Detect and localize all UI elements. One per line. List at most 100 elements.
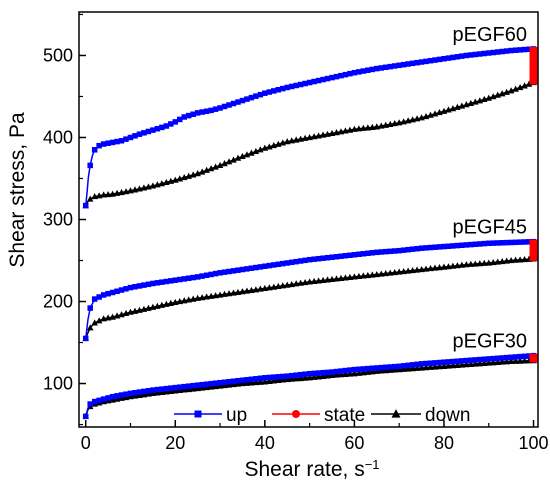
up-point [262,263,268,269]
up-point [427,244,434,251]
up-point [141,130,147,136]
state-point [529,52,538,57]
down-point [194,384,201,392]
up-point [190,111,196,117]
up-point [208,271,214,278]
up-point [472,357,479,363]
up-point [342,367,349,374]
state-point [529,256,538,261]
down-point [91,319,98,326]
state-point [529,242,538,247]
up-point [450,358,456,365]
down-point [404,267,412,274]
state-point [529,356,538,361]
state-point [529,72,538,77]
up-point [168,385,174,391]
up-point [203,381,210,387]
up-point [136,389,143,395]
down-point [266,377,273,385]
up-point [351,366,358,373]
up-point [82,202,89,209]
up-point [517,239,523,245]
up-point [521,353,528,360]
up-point [526,239,532,245]
down-point [176,386,184,394]
down-point [319,276,327,283]
up-point [521,46,528,53]
down-point [409,365,416,372]
sample-pEGF30 [82,352,538,420]
down-point [252,147,260,155]
up-point [481,356,488,363]
down-point [86,324,94,331]
down-point [418,266,425,273]
up-point [257,91,264,98]
up-point [494,240,501,246]
tick-labels: 0 20 40 60 80 100 100 200 300 400 500 [43,45,549,453]
up-point [280,373,286,380]
up-point [342,71,349,78]
down-point [198,384,206,391]
up-point [145,128,152,135]
down-point [216,291,224,298]
up-point [91,147,98,153]
up-point [172,384,179,391]
down-point [306,374,313,381]
up-point [123,286,129,292]
up-point [271,88,277,94]
down-point [346,370,354,377]
up-point [360,68,367,74]
y-tick-label: 100 [43,374,73,394]
up-point [324,369,331,376]
down-point [413,364,421,371]
up-point [159,124,165,131]
down-point [252,379,260,386]
down-point [369,368,376,375]
down-point [328,275,336,283]
up-point [172,119,179,125]
up-point [396,363,402,370]
up-point [374,249,380,256]
up-point [356,251,362,258]
down-point [436,264,443,271]
up-point [459,358,465,364]
down-point [154,389,161,396]
down-point [521,357,528,364]
x-tick-label: 100 [518,433,548,453]
down-point [400,267,407,275]
up-point [194,274,201,280]
down-point [310,277,318,284]
down-point [472,360,479,367]
down-point [257,285,264,292]
up-point [194,110,201,116]
x-tick-label: 60 [344,433,364,453]
down-point [431,264,439,271]
down-point [494,258,501,265]
down-point [261,378,269,385]
down-point [355,369,363,376]
up-point [190,382,196,389]
down-point [516,256,524,263]
down-point [221,381,228,389]
up-point [374,65,380,72]
up-point [423,58,429,65]
down-point [440,362,448,369]
up-point [369,250,376,256]
down-point [203,293,210,300]
up-point [387,248,393,255]
down-point [485,259,492,266]
up-point [127,390,134,397]
up-point [356,366,362,373]
up-point [288,372,295,379]
up-point [105,395,111,401]
up-point [275,87,282,93]
up-point [141,282,147,288]
down-point [337,371,345,378]
down-point [328,371,336,378]
down-point [489,359,497,366]
up-point [266,262,273,269]
down-point [436,363,443,370]
up-point [382,64,389,71]
up-point [226,102,232,108]
up-point [485,240,492,247]
